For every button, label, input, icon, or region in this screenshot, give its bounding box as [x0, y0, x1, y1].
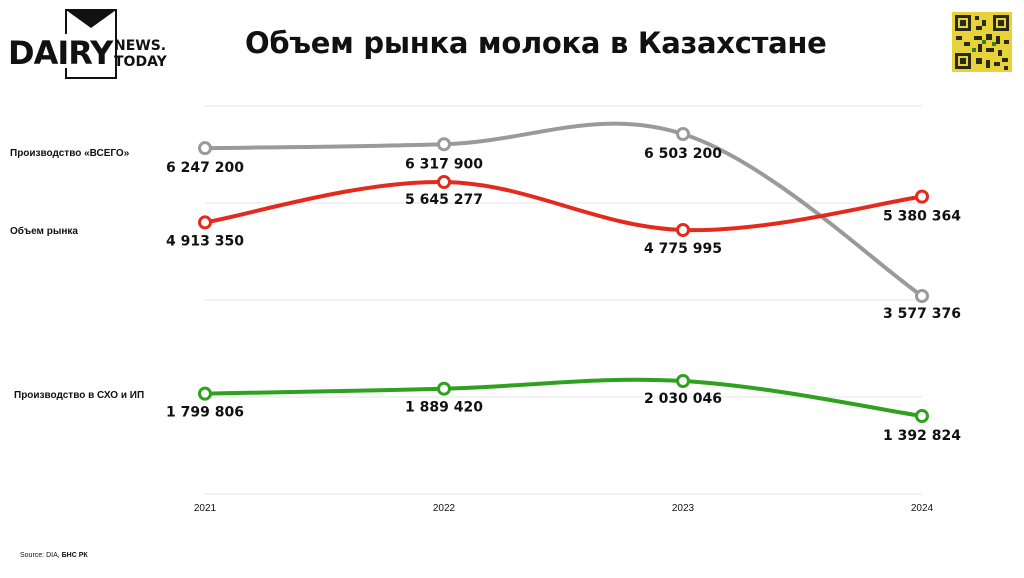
data-label-0-0: 6 247 200	[166, 160, 244, 176]
x-tick-2022: 2022	[433, 503, 456, 514]
series-label-2: Производство в СХО и ИП	[14, 390, 144, 401]
data-label-2-1: 1 889 420	[405, 400, 483, 416]
data-label-1-3: 5 380 364	[883, 209, 961, 225]
x-tick-2023: 2023	[672, 503, 695, 514]
data-label-0-2: 6 503 200	[644, 146, 722, 162]
series-line-0	[203, 121, 924, 298]
data-label-1-2: 4 775 995	[644, 241, 722, 257]
series-label-1: Объем рынка	[10, 225, 78, 237]
data-labels: 6 247 200 6 317 900 6 503 200 3 577 376 4 91…	[166, 146, 961, 444]
qr-code-icon	[952, 12, 1012, 72]
series-line-1	[203, 179, 924, 233]
data-point-0-2	[676, 127, 690, 141]
dairy-news-today-logo: DAIRY NEWS. TODAY	[8, 9, 168, 79]
data-point-2-0	[198, 386, 212, 401]
data-label-2-0: 1 799 806	[166, 405, 244, 421]
chart-title: Объем рынка молока в Казахстане	[245, 26, 827, 60]
data-point-1-3	[915, 189, 929, 204]
series-lines	[203, 121, 924, 418]
series-label-0: Производство «ВСЕГО»	[10, 148, 130, 159]
x-tick-2024: 2024	[911, 503, 934, 514]
data-label-2-3: 1 392 824	[883, 428, 961, 444]
data-point-0-1	[437, 137, 451, 152]
source-note: Source: DIA, БНС РК	[20, 552, 88, 559]
data-point-2-1	[437, 381, 451, 396]
svg-text:TODAY: TODAY	[114, 54, 168, 70]
source-name: БНС РК	[61, 552, 88, 559]
series-labels: Производство «ВСЕГО» Объем рынка Производс…	[10, 148, 144, 401]
data-label-1-0: 4 913 350	[166, 233, 244, 249]
data-point-2-3	[915, 409, 929, 423]
data-label-1-1: 5 645 277	[405, 192, 483, 208]
data-point-1-0	[198, 215, 212, 230]
data-point-0-3	[915, 289, 929, 303]
x-axis-ticks: 2021 2022 2023 2024	[194, 503, 934, 514]
x-tick-2021: 2021	[194, 503, 217, 514]
data-label-2-2: 2 030 046	[644, 391, 722, 407]
series-line-2	[203, 377, 924, 418]
data-point-2-2	[676, 374, 690, 388]
data-point-0-0	[198, 141, 212, 156]
data-point-1-2	[676, 223, 690, 237]
svg-text:DAIRY: DAIRY	[8, 34, 114, 72]
svg-text:NEWS.: NEWS.	[114, 38, 166, 54]
series-points	[198, 127, 929, 423]
data-label-0-3: 3 577 376	[883, 306, 961, 322]
source-prefix: Source: DIA,	[20, 552, 60, 559]
data-point-1-1	[437, 175, 451, 189]
grid-lines	[205, 105, 922, 495]
data-label-0-1: 6 317 900	[405, 156, 483, 172]
